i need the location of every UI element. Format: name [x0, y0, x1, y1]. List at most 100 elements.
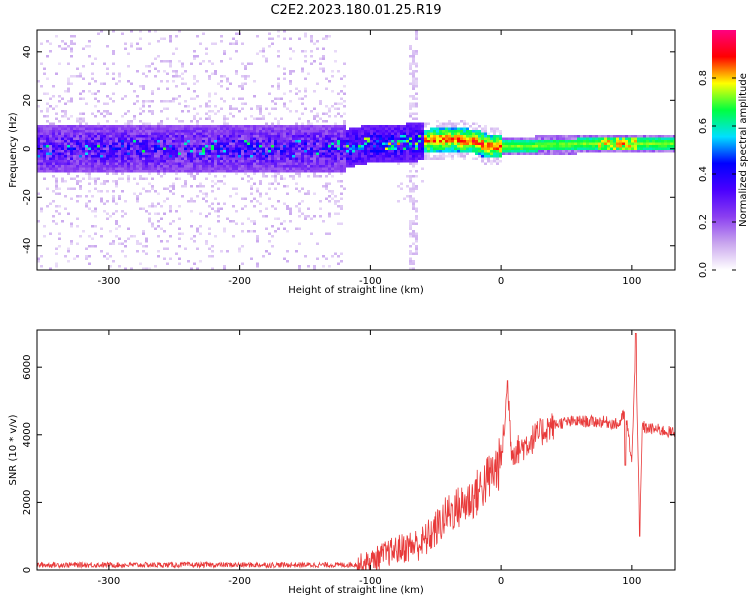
heatmap-cell [250, 157, 253, 160]
heatmap-cell [43, 115, 46, 118]
heatmap-cell [358, 135, 361, 138]
heatmap-cell [493, 150, 496, 153]
heatmap-cell [148, 142, 151, 145]
heatmap-cell [265, 160, 268, 163]
heatmap-cell [142, 152, 145, 155]
heatmap-cell [325, 120, 328, 123]
heatmap-cell [256, 152, 259, 155]
heatmap-cell [241, 222, 244, 225]
heatmap-cell [253, 157, 256, 160]
heatmap-cell [472, 127, 475, 130]
heatmap-cell [496, 162, 499, 165]
heatmap-cell [226, 155, 229, 158]
heatmap-cell [658, 137, 661, 140]
heatmap-cell [214, 92, 217, 95]
heatmap-cell [325, 137, 328, 140]
heatmap-cell [49, 127, 52, 130]
heatmap-cell [184, 160, 187, 163]
heatmap-cell [220, 142, 223, 145]
heatmap-cell [559, 142, 562, 145]
heatmap-cell [58, 132, 61, 135]
heatmap-cell [373, 147, 376, 150]
heatmap-cell [325, 150, 328, 153]
heatmap-cell [217, 150, 220, 153]
heatmap-cell [172, 97, 175, 100]
heatmap-cell [235, 107, 238, 110]
heatmap-cell [184, 170, 187, 173]
heatmap-cell [55, 150, 58, 153]
heatmap-cell [238, 137, 241, 140]
heatmap-cell [334, 60, 337, 63]
heatmap-cell [283, 165, 286, 168]
heatmap-cell [139, 85, 142, 88]
heatmap-cell [280, 152, 283, 155]
heatmap-cell [322, 132, 325, 135]
heatmap-cell [67, 100, 70, 103]
heatmap-cell [40, 145, 43, 148]
heatmap-cell [310, 155, 313, 158]
heatmap-cell [388, 135, 391, 138]
heatmap-cell [628, 140, 631, 143]
heatmap-cell [205, 137, 208, 140]
heatmap-cell [73, 170, 76, 173]
heatmap-cell [82, 125, 85, 128]
heatmap-cell [298, 142, 301, 145]
heatmap-cell [55, 145, 58, 148]
heatmap-cell [121, 215, 124, 218]
heatmap-cell [451, 135, 454, 138]
heatmap-cell [166, 125, 169, 128]
heatmap-cell [445, 130, 448, 133]
heatmap-cell [556, 142, 559, 145]
heatmap-cell [94, 140, 97, 143]
heatmap-cell [220, 207, 223, 210]
heatmap-cell [124, 245, 127, 248]
heatmap-cell [163, 212, 166, 215]
heatmap-cell [310, 125, 313, 128]
heatmap-cell [352, 150, 355, 153]
heatmap-cell [277, 142, 280, 145]
heatmap-cell [343, 162, 346, 165]
heatmap-cell [265, 135, 268, 138]
heatmap-cell [64, 165, 67, 168]
heatmap-cell [322, 220, 325, 223]
heatmap-cell [217, 167, 220, 170]
heatmap-cell [184, 127, 187, 130]
heatmap-cell [94, 80, 97, 83]
heatmap-cell [154, 157, 157, 160]
heatmap-cell [241, 107, 244, 110]
heatmap-cell [157, 157, 160, 160]
heatmap-cell [319, 200, 322, 203]
heatmap-cell [145, 190, 148, 193]
heatmap-cell [472, 130, 475, 133]
heatmap-cell [58, 162, 61, 165]
heatmap-cell [280, 147, 283, 150]
heatmap-cell [52, 140, 55, 143]
heatmap-cell [208, 227, 211, 230]
heatmap-cell [175, 132, 178, 135]
heatmap-cell [139, 162, 142, 165]
heatmap-cell [391, 135, 394, 138]
heatmap-cell [286, 127, 289, 130]
heatmap-cell [127, 130, 130, 133]
heatmap-cell [247, 162, 250, 165]
heatmap-cell [151, 62, 154, 65]
heatmap-cell [268, 112, 271, 115]
heatmap-cell [415, 240, 418, 243]
heatmap-cell [211, 160, 214, 163]
heatmap-cell [352, 142, 355, 145]
heatmap-cell [178, 30, 181, 33]
heatmap-cell [40, 135, 43, 138]
heatmap-cell [229, 160, 232, 163]
heatmap-cell [403, 140, 406, 143]
heatmap-cell [229, 137, 232, 140]
heatmap-cell [178, 102, 181, 105]
heatmap-cell [67, 250, 70, 253]
heatmap-cell [310, 162, 313, 165]
heatmap-cell [49, 160, 52, 163]
heatmap-cell [121, 127, 124, 130]
heatmap-cell [277, 150, 280, 153]
heatmap-cell [295, 92, 298, 95]
heatmap-cell [328, 170, 331, 173]
heatmap-cell [349, 137, 352, 140]
heatmap-cell [472, 122, 475, 125]
